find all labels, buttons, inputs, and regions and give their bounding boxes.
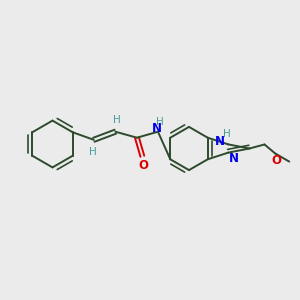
Text: O: O	[138, 159, 148, 172]
Text: N: N	[229, 152, 239, 164]
Text: H: H	[156, 117, 163, 127]
Text: H: H	[89, 147, 96, 158]
Text: H: H	[113, 115, 120, 125]
Text: N: N	[215, 135, 225, 148]
Text: O: O	[272, 154, 282, 166]
Text: H: H	[223, 129, 231, 139]
Text: N: N	[152, 122, 161, 135]
